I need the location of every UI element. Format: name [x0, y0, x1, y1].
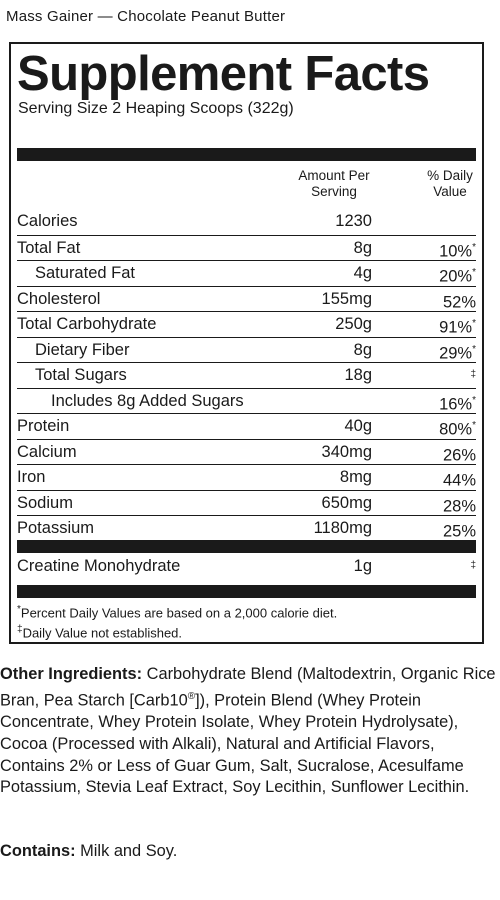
contains-label: Contains:: [0, 842, 76, 860]
nutrient-amount: 40g: [344, 417, 372, 435]
nutrient-amount: 1g: [353, 557, 372, 575]
nutrient-daily-value: 25%: [443, 516, 476, 544]
other-ingredients: Other Ingredients: Carbohydrate Blend (M…: [0, 664, 496, 799]
daily-value-percent: 20%: [439, 267, 473, 286]
other-ingredients-text-1: Carbohydrate Blend (Maltodextrin, Organi…: [0, 665, 496, 710]
column-header-amount: Amount Per Serving: [298, 168, 370, 199]
daily-value-mark: *: [472, 267, 476, 278]
nutrient-row: Potassium 1180mg 25%: [17, 515, 476, 541]
nutrient-amount: 1230: [335, 212, 372, 230]
footnote-dagger: ‡Daily Value not established.: [17, 624, 182, 640]
nutrient-daily-value: ‡: [470, 363, 476, 391]
footnote-asterisk: *: [17, 604, 21, 615]
nutrient-amount: 18g: [344, 366, 372, 384]
nutrient-name: Dietary Fiber: [35, 340, 130, 359]
nutrient-amount: 1180mg: [313, 519, 372, 537]
footnote-percent: *Percent Daily Values are based on a 2,0…: [17, 604, 337, 620]
nutrient-name: Iron: [17, 468, 46, 486]
nutrient-row: Total Sugars 18g ‡: [17, 362, 476, 387]
nutrient-amount: 155mg: [321, 289, 372, 308]
nutrient-name: Sodium: [17, 493, 73, 512]
nutrient-name: Creatine Monohydrate: [17, 557, 181, 575]
panel-title: Supplement Facts: [17, 47, 430, 101]
daily-value-percent: 52%: [442, 293, 476, 311]
nutrient-row: Cholesterol 155mg 52%: [17, 285, 476, 311]
daily-value-percent: 16%: [439, 395, 473, 413]
nutrient-row: Total Fat 8g 10%*: [17, 234, 476, 260]
nutrient-row: Protein 40g 80%*: [17, 413, 476, 439]
nutrient-row: Calories 1230: [17, 209, 476, 234]
nutrient-daily-value: 91%*: [439, 312, 476, 340]
nutrient-daily-value: 52%: [443, 287, 476, 315]
nutrient-row: Dietary Fiber 8g 29%*: [17, 336, 476, 362]
daily-value-mark: ‡: [470, 369, 476, 380]
daily-value-percent: 25%: [442, 522, 476, 541]
nutrient-amount: 8g: [353, 238, 372, 257]
nutrient-amount: 4g: [353, 264, 372, 282]
nutrient-daily-value: ‡: [470, 554, 476, 582]
product-name: Mass Gainer — Chocolate Peanut Butter: [6, 8, 286, 25]
nutrient-daily-value: 29%*: [439, 338, 476, 366]
nutrient-daily-value: 80%*: [439, 414, 476, 442]
nutrient-name: Includes 8g Added Sugars: [51, 391, 244, 410]
nutrient-name: Total Fat: [17, 238, 81, 257]
nutrient-name: Protein: [17, 417, 70, 435]
nutrient-daily-value: 10%*: [439, 236, 476, 264]
nutrient-daily-value: 26%: [443, 440, 476, 468]
footnote-dagger-text: Daily Value not established.: [22, 625, 183, 641]
daily-value-mark: ‡: [470, 560, 476, 571]
nutrient-name: Total Sugars: [35, 366, 127, 384]
nutrient-daily-value: 44%: [443, 465, 476, 493]
nutrient-daily-value: 20%*: [439, 261, 476, 289]
nutrient-amount: 8mg: [339, 468, 372, 486]
allergen-statement: Contains: Milk and Soy.: [0, 842, 177, 861]
nutrient-row: Saturated Fat 4g 20%*: [17, 260, 476, 286]
daily-value-percent: 44%: [442, 471, 476, 490]
nutrient-daily-value: 16%*: [439, 389, 476, 417]
nutrient-name: Potassium: [17, 519, 95, 537]
nutrient-name: Cholesterol: [17, 289, 101, 308]
daily-value-percent: 26%: [442, 446, 476, 464]
nutrient-name: Calories: [17, 212, 78, 230]
nutrient-row: Iron 8mg 44%: [17, 464, 476, 490]
nutrient-row: Total Carbohydrate 250g 91%*: [17, 311, 476, 337]
nutrient-row: Calcium 340mg 26%: [17, 438, 476, 464]
nutrient-amount: 8g: [353, 340, 372, 359]
daily-value-mark: *: [472, 343, 476, 355]
daily-value-mark: *: [472, 241, 476, 253]
daily-value-percent: 29%: [439, 344, 473, 362]
daily-value-percent: 80%: [439, 420, 473, 439]
registered-mark: ®: [187, 690, 196, 702]
daily-value-mark: *: [472, 394, 476, 406]
footnote-percent-text: Percent Daily Values are based on a 2,00…: [20, 605, 338, 621]
supplement-facts-panel: Supplement Facts Serving Size 2 Heaping …: [9, 42, 484, 644]
footnote-dagger-mark: ‡: [17, 624, 23, 635]
column-header-daily-value: % Daily Value: [427, 168, 473, 199]
nutrient-amount: 250g: [335, 315, 372, 333]
serving-size: Serving Size 2 Heaping Scoops (322g): [18, 100, 294, 117]
divider-bar-top: [17, 148, 476, 161]
other-ingredients-label: Other Ingredients:: [0, 665, 143, 683]
daily-value-mark: *: [472, 420, 476, 431]
nutrient-row: Includes 8g Added Sugars 16%*: [17, 387, 476, 413]
nutrient-name: Saturated Fat: [35, 264, 135, 282]
nutrient-amount: 650mg: [321, 493, 372, 512]
daily-value-percent: 91%: [439, 318, 473, 337]
other-ingredients-text-2: ]), Protein Blend (Whey Protein Concentr…: [0, 691, 470, 797]
nutrient-daily-value: 28%: [443, 491, 476, 519]
nutrient-row-creatine: Creatine Monohydrate 1g ‡: [17, 554, 476, 579]
daily-value-percent: 28%: [442, 497, 476, 515]
nutrient-name: Total Carbohydrate: [17, 315, 157, 333]
nutrient-name: Calcium: [17, 442, 77, 461]
daily-value-percent: 10%: [439, 242, 473, 260]
divider-bar-middle: [17, 540, 476, 553]
nutrient-amount: 340mg: [321, 442, 372, 461]
nutrient-row: Sodium 650mg 28%: [17, 489, 476, 515]
contains-text: Milk and Soy.: [75, 842, 178, 860]
divider-bar-bottom: [17, 585, 476, 598]
daily-value-mark: *: [472, 318, 476, 329]
